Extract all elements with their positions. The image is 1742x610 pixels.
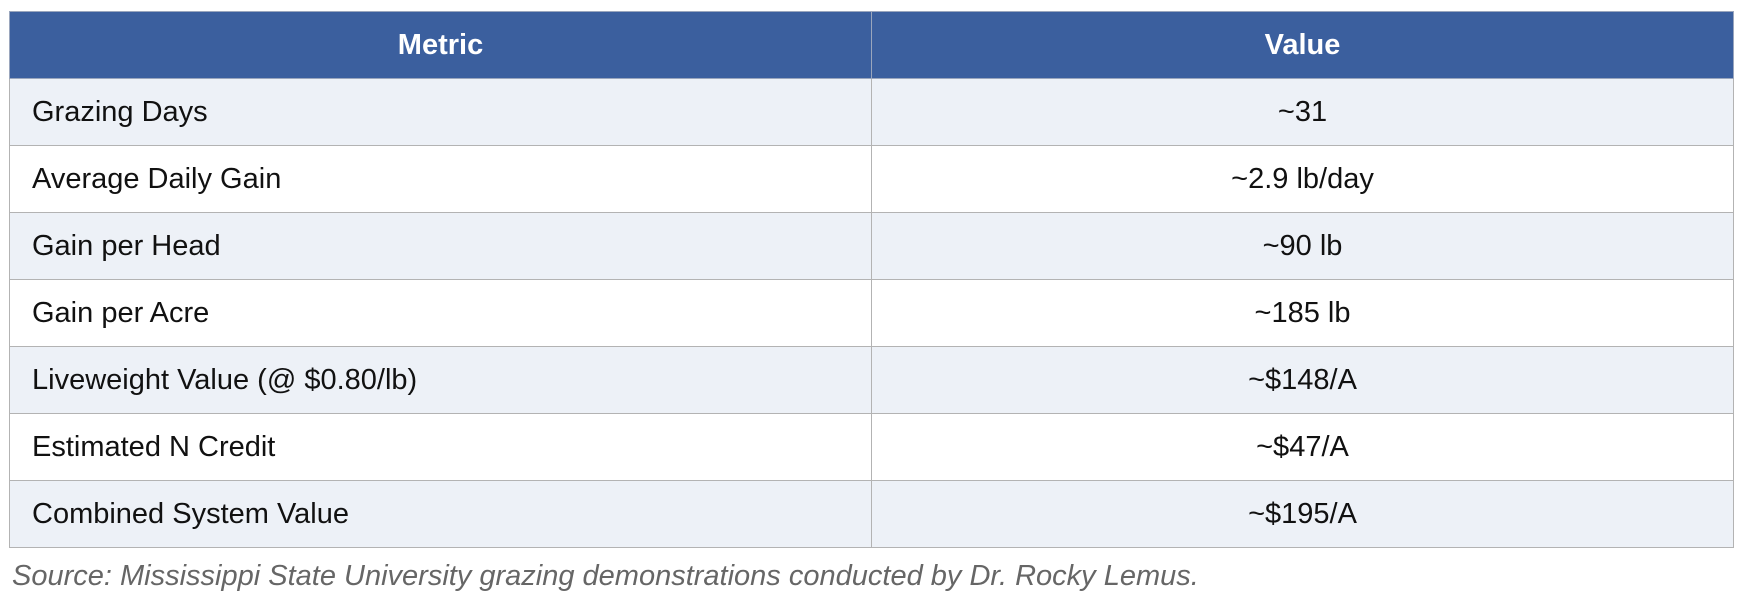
value-cell: ~2.9 lb/day: [871, 145, 1734, 213]
table-row: Average Daily Gain ~2.9 lb/day: [9, 145, 1734, 213]
table-row: Combined System Value ~$195/A: [9, 480, 1734, 548]
metric-cell: Liveweight Value (@ $0.80/lb): [9, 346, 872, 414]
header-cell: Metric: [9, 11, 872, 79]
metric-cell: Gain per Acre: [9, 279, 872, 347]
table-row: Grazing Days ~31: [9, 78, 1734, 146]
header-cell: Value: [871, 11, 1734, 79]
table-row: Liveweight Value (@ $0.80/lb) ~$148/A: [9, 346, 1734, 414]
table-row: Gain per Acre ~185 lb: [9, 279, 1734, 347]
table-row: Gain per Head ~90 lb: [9, 212, 1734, 280]
data-table: Metric Value Grazing Days ~31 Average Daily…: [9, 11, 1734, 548]
table-wrap: Metric Value Grazing Days ~31 Average Daily…: [9, 11, 1734, 593]
value-cell: ~$195/A: [871, 480, 1734, 548]
header-row: Metric Value: [9, 11, 1734, 79]
metric-cell: Gain per Head: [9, 212, 872, 280]
value-cell: ~90 lb: [871, 212, 1734, 280]
value-cell: ~$47/A: [871, 413, 1734, 481]
value-cell: ~$148/A: [871, 346, 1734, 414]
metric-cell: Combined System Value: [9, 480, 872, 548]
metric-cell: Average Daily Gain: [9, 145, 872, 213]
metric-cell: Estimated N Credit: [9, 413, 872, 481]
metric-cell: Grazing Days: [9, 78, 872, 146]
value-cell: ~31: [871, 78, 1734, 146]
source-note: Source: Mississippi State University gra…: [12, 560, 1199, 592]
table-body: Grazing Days ~31 Average Daily Gain ~2.9 lb…: [9, 78, 1734, 548]
table-row: Estimated N Credit ~$47/A: [9, 413, 1734, 481]
value-cell: ~185 lb: [871, 279, 1734, 347]
